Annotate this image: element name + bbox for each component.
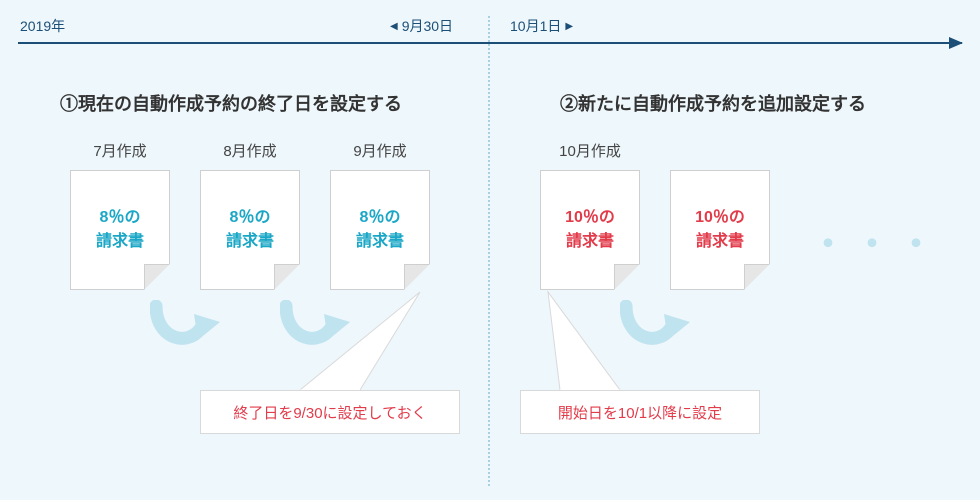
timeline-axis	[18, 42, 962, 44]
document-icon: 10％の請求書	[540, 170, 640, 290]
section-title-right: ②新たに自動作成予約を追加設定する	[560, 90, 866, 116]
document-sublabel: 請求書	[226, 230, 274, 254]
page-fold-icon	[614, 264, 640, 290]
document-icon: 8％の請求書	[200, 170, 300, 290]
timeline-year: 2019年	[20, 16, 65, 36]
page-fold-icon	[144, 264, 170, 290]
diagram-stage: 2019年 ◀ 9月30日 10月1日 ▶ ①現在の自動作成予約の終了日を設定す…	[0, 0, 980, 500]
document-label: 9月作成	[330, 140, 430, 161]
document-label: 10月作成	[540, 140, 640, 161]
document-sublabel: 請求書	[356, 230, 404, 254]
page-fold-icon	[744, 264, 770, 290]
document-percent: 10％の	[695, 206, 745, 230]
document-sublabel: 請求書	[696, 230, 744, 254]
document-percent: 8％の	[360, 206, 401, 230]
page-fold-icon	[404, 264, 430, 290]
callout-right-text: 開始日を10/1以降に設定	[558, 402, 722, 423]
curve-arrow-icon	[620, 300, 680, 350]
document-percent: 8％の	[230, 206, 271, 230]
vertical-divider	[488, 16, 490, 486]
document-percent: 10％の	[565, 206, 615, 230]
document-sublabel: 請求書	[566, 230, 614, 254]
curve-arrow-icon	[280, 300, 340, 350]
timeline-marker-left-label: 9月30日	[402, 16, 453, 36]
timeline-marker-right-label: 10月1日	[510, 16, 561, 36]
callout-right: 開始日を10/1以降に設定	[520, 390, 760, 434]
document-percent: 8％の	[100, 206, 141, 230]
page-fold-icon	[274, 264, 300, 290]
document-icon: 8％の請求書	[330, 170, 430, 290]
triangle-right-icon: ▶	[565, 21, 573, 32]
callout-left: 終了日を9/30に設定しておく	[200, 390, 460, 434]
timeline-marker-left: ◀ 9月30日	[390, 16, 453, 36]
timeline-marker-right: 10月1日 ▶	[510, 16, 573, 36]
section-title-left: ①現在の自動作成予約の終了日を設定する	[60, 90, 402, 116]
callout-left-text: 終了日を9/30に設定しておく	[233, 402, 426, 423]
curve-arrow-icon	[150, 300, 210, 350]
document-label: 7月作成	[70, 140, 170, 161]
document-icon: 8％の請求書	[70, 170, 170, 290]
triangle-left-icon: ◀	[390, 21, 398, 32]
document-sublabel: 請求書	[96, 230, 144, 254]
ellipsis-icon: ・・・	[810, 215, 942, 267]
document-icon: 10％の請求書	[670, 170, 770, 290]
document-label: 8月作成	[200, 140, 300, 161]
